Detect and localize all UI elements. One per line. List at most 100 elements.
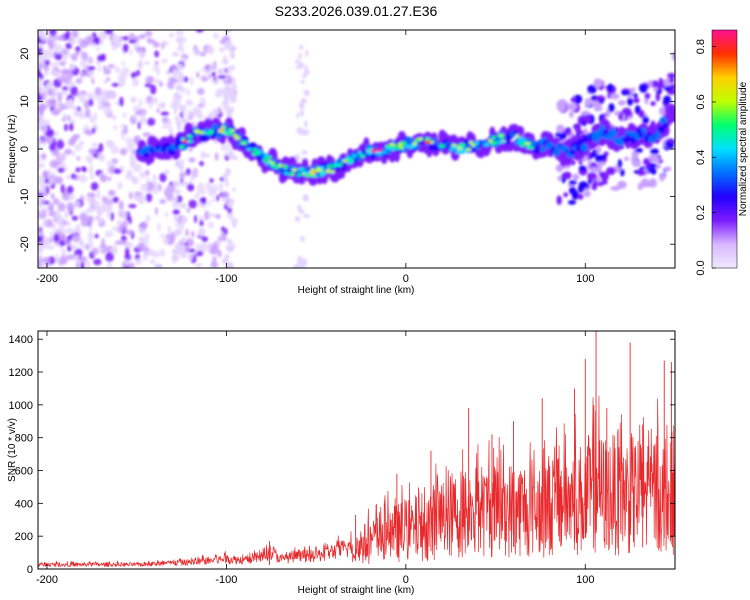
noise-blob xyxy=(54,210,61,220)
noise-blob xyxy=(160,111,170,116)
ridge-halo xyxy=(669,109,675,122)
noise-blob xyxy=(104,30,114,35)
noise-blob xyxy=(135,258,142,266)
noise-blob xyxy=(633,97,640,104)
noise-blob xyxy=(161,42,165,50)
noise-blob xyxy=(584,97,592,107)
noise-blob xyxy=(91,32,97,39)
noise-blob xyxy=(175,228,182,236)
ridge-core xyxy=(610,130,618,137)
noise-blob xyxy=(70,173,76,180)
noise-blob xyxy=(175,242,182,251)
noise-blob xyxy=(210,244,219,255)
noise-blob xyxy=(166,184,176,193)
noise-blob xyxy=(66,70,74,80)
noise-blob xyxy=(181,117,188,124)
noise-blob xyxy=(68,99,74,108)
noise-blob xyxy=(113,124,118,131)
ridge-highlight xyxy=(468,140,474,145)
noise-blob xyxy=(632,93,638,98)
noise-blob xyxy=(222,55,228,60)
noise-blob xyxy=(142,132,151,138)
noise-blob xyxy=(62,113,68,122)
noise-blob xyxy=(48,168,52,176)
noise-blob xyxy=(99,216,104,225)
noise-blob xyxy=(57,167,65,173)
noise-blob xyxy=(555,132,566,138)
noise-blob xyxy=(63,211,70,218)
noise-blob xyxy=(301,150,308,155)
noise-blob xyxy=(87,238,94,249)
noise-blob xyxy=(221,59,229,65)
noise-blob xyxy=(583,190,591,198)
noise-blob xyxy=(195,250,204,257)
noise-blob xyxy=(196,112,204,120)
noise-blob xyxy=(200,187,206,196)
noise-blob xyxy=(48,201,53,210)
noise-blob xyxy=(221,258,229,265)
ridge-highlight xyxy=(345,156,351,160)
noise-blob xyxy=(568,180,577,185)
noise-blob xyxy=(103,105,112,116)
noise-blob xyxy=(648,178,657,188)
snr-plot-area xyxy=(38,331,675,568)
ridge-highlight xyxy=(264,161,271,165)
ridge-peak xyxy=(182,139,189,144)
noise-blob xyxy=(59,240,66,247)
noise-blob xyxy=(207,221,214,229)
noise-blob xyxy=(117,181,123,190)
noise-blob xyxy=(38,141,41,147)
ridge-highlight xyxy=(305,171,311,175)
noise-blob xyxy=(85,108,91,119)
colorbar-tick-label: 0.0 xyxy=(695,260,707,275)
ridge-highlight xyxy=(465,148,472,152)
x-tick-label: 100 xyxy=(576,574,594,586)
ridge-highlight xyxy=(527,146,534,150)
noise-blob xyxy=(159,199,166,205)
noise-blob xyxy=(156,67,161,76)
noise-blob xyxy=(186,183,195,192)
ridge-highlight xyxy=(493,141,498,145)
noise-blob xyxy=(617,99,626,106)
noise-blob xyxy=(132,77,139,87)
noise-blob xyxy=(584,114,592,124)
noise-blob xyxy=(179,105,187,112)
noise-blob xyxy=(597,181,604,187)
noise-blob xyxy=(105,252,114,262)
noise-blob xyxy=(38,176,46,187)
noise-blob xyxy=(648,79,653,87)
noise-blob xyxy=(653,86,658,92)
noise-blob xyxy=(38,36,41,45)
snr-panel: -200 -100 0 100 0 200 400 600 800 1000 1200 1400 H… xyxy=(7,330,676,596)
noise-blob xyxy=(110,246,118,255)
noise-blob xyxy=(75,261,80,268)
noise-blob xyxy=(149,103,153,109)
noise-blob xyxy=(111,82,120,87)
noise-blob xyxy=(69,85,78,96)
noise-blob xyxy=(98,142,104,153)
noise-blob xyxy=(223,227,228,236)
noise-blob xyxy=(577,193,584,200)
noise-blob xyxy=(587,84,597,94)
ridge-highlight xyxy=(499,135,504,139)
noise-blob xyxy=(53,233,60,242)
noise-blob xyxy=(224,253,230,260)
spectrogram-y-ticks: -20 -10 0 10 20 xyxy=(19,48,675,252)
noise-blob xyxy=(78,140,85,146)
noise-blob xyxy=(81,167,87,173)
noise-blob xyxy=(161,116,169,124)
noise-blob xyxy=(136,69,141,77)
noise-blob xyxy=(130,96,137,103)
ridge-highlight xyxy=(424,137,431,141)
noise-blob xyxy=(176,189,181,194)
chart-title: S233.2026.039.01.27.E36 xyxy=(275,3,438,19)
noise-blob xyxy=(67,239,72,246)
ridge-core xyxy=(576,139,584,146)
y-tick-label: 0 xyxy=(19,146,31,152)
noise-blob xyxy=(197,87,205,96)
noise-blob xyxy=(116,219,123,227)
noise-blob xyxy=(59,254,68,265)
noise-blob xyxy=(179,203,187,209)
noise-blob xyxy=(597,154,608,160)
